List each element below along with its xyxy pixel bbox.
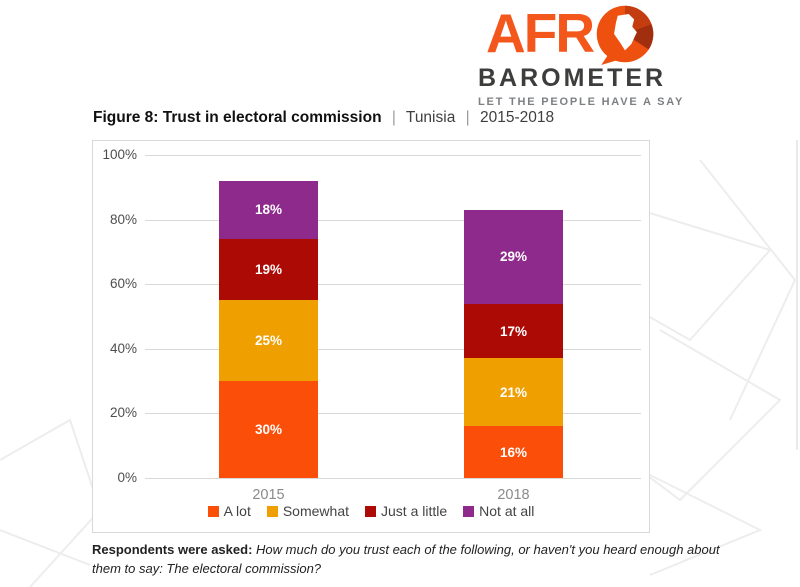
legend-item: Just a little [365,503,447,519]
bar-segment: 21% [464,358,563,427]
legend-label: A lot [223,503,251,519]
grid-line [145,219,641,221]
bar-segment: 17% [464,303,563,359]
bar-value-label: 25% [254,333,283,349]
bar-value-label: 29% [499,249,528,265]
grid-line [145,413,641,415]
bar-value-label: 17% [499,323,528,339]
grid-line [145,284,641,286]
chart-legend: A lot Somewhat Just a little Not at all [93,503,649,519]
legend-swatch [207,505,219,517]
caption-lead: Respondents were asked [92,542,249,557]
bar-value-label: 16% [499,444,528,460]
logo-tagline-text: LET THE PEOPLE HAVE A SAY [478,96,685,108]
grid-line [145,155,641,156]
x-tick-label: 2018 [497,487,530,503]
bar-segment: 25% [219,300,318,382]
y-tick-label: 60% [109,276,137,292]
title-separator: | [391,109,396,126]
y-tick-label: 100% [102,147,137,162]
bar-segment: 16% [464,426,563,478]
legend-swatch [365,505,376,517]
bar-value-label: 18% [254,202,283,218]
bar-value-label: 30% [254,422,283,438]
afrobarometer-logo: AFR BAROMETER LET THE PEOPLE HAVE A SAY [478,2,698,108]
logo-barometer-text: BAROMETER [478,64,667,92]
legend-item: A lot [207,503,251,519]
legend-swatch [463,505,475,517]
grid-line [145,348,641,350]
logo-afro-text: AFR [486,1,595,64]
legend-label: Just a little [381,503,448,519]
legend-swatch [266,505,278,517]
y-tick-label: 40% [109,340,137,356]
grid-line [145,478,641,479]
y-tick-label: 0% [117,470,137,485]
legend-label: Somewhat [282,503,349,519]
figure-title: Figure 8: Trust in electoral commission … [93,109,554,127]
legend-item: Somewhat [266,503,349,519]
x-tick-label: 2015 [252,487,285,503]
figure-title-years: 2015-2018 [479,109,555,126]
bar-value-label: 21% [499,384,528,400]
chart-frame: 0% 20% 40% 60% 80% 100% 30% 25% 19% 18% 2015 16% 21%… [92,140,650,533]
logo-wordmark: AFR [486,1,698,65]
y-tick-label: 20% [109,405,137,421]
figure-title-country: Tunisia [405,109,456,126]
africa-globe-icon [596,5,654,65]
caption-colon: : [248,542,257,557]
legend-label: Not at all [479,503,535,519]
bar-segment: 19% [219,238,318,301]
y-tick-label: 80% [109,211,137,227]
figure-title-main: Figure 8: Trust in electoral commission [93,109,382,126]
survey-question-caption: Respondents were asked: How much do you … [92,541,740,579]
bar-segment: 29% [464,209,563,304]
caption-question: How much do you trust each of the follow… [92,542,720,576]
bar-value-label: 19% [254,262,283,278]
bar-segment: 30% [219,381,318,478]
legend-item: Not at all [463,503,534,519]
title-separator: | [465,109,470,126]
bar-segment: 18% [219,180,318,239]
